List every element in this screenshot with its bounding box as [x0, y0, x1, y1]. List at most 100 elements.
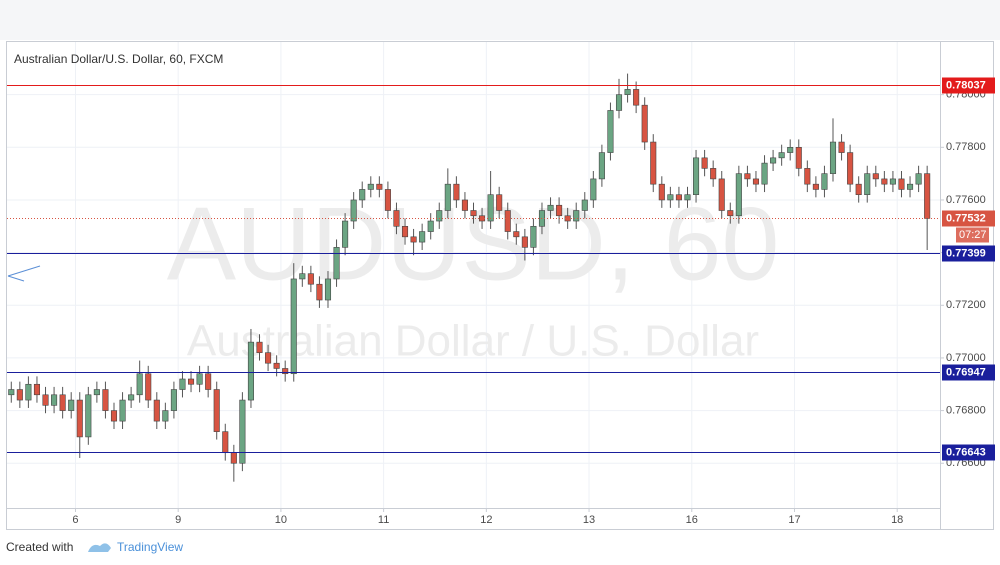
candle-body [615, 94, 623, 111]
level-label: 0.76643 [946, 446, 986, 458]
candle-body [650, 141, 657, 185]
candle-body [273, 362, 280, 369]
level-label: 0.77399 [946, 247, 986, 259]
candle-body [342, 220, 349, 248]
level-label-box [942, 444, 995, 461]
candle-body [102, 389, 109, 411]
candle-body [838, 141, 845, 153]
candle-body [547, 204, 554, 211]
last-price-label: 0.77532 [946, 212, 986, 224]
x-tick-label: 17 [788, 514, 800, 526]
x-tick-label: 13 [583, 514, 595, 526]
candle-body [162, 410, 169, 422]
candle-body [265, 352, 272, 364]
candle-body [675, 194, 682, 201]
y-tick-label: 0.77000 [946, 352, 986, 364]
candle-body [42, 394, 49, 406]
x-tick-label: 9 [175, 514, 181, 526]
candle-body [735, 173, 742, 217]
candle-body [693, 157, 700, 196]
candle-body [110, 410, 118, 422]
candle-body [410, 236, 417, 243]
candle-body [504, 210, 511, 232]
candle-body [33, 383, 40, 396]
candle-body [247, 341, 254, 401]
candle-body [393, 210, 400, 227]
candle-body [778, 152, 785, 159]
watermark-description: Australian Dollar / U.S. Dollar [187, 317, 759, 366]
candle-body [598, 152, 605, 180]
candle-body [710, 168, 717, 180]
candle-body [384, 189, 391, 211]
candle-body [427, 220, 434, 232]
candle-body [521, 236, 528, 248]
candle-body [564, 215, 571, 222]
candle-body [85, 394, 92, 438]
footer-created: Created with [6, 540, 73, 554]
candle-body [299, 273, 306, 280]
last-price-box [942, 210, 995, 227]
candle-body [239, 399, 246, 464]
x-tick-label: 10 [275, 514, 287, 526]
candle-body [752, 178, 760, 185]
candle-body [376, 183, 383, 190]
candle-body [51, 394, 58, 406]
candle-body [16, 389, 23, 401]
candle-body [401, 225, 409, 238]
candle-body [573, 210, 580, 222]
candle-body [667, 194, 674, 201]
candle-body [93, 389, 100, 396]
candle-body [812, 183, 819, 190]
candle-body [68, 399, 75, 411]
x-tick-label: 16 [686, 514, 698, 526]
footer-brand[interactable]: TradingView [117, 540, 183, 554]
x-tick-label: 11 [378, 514, 389, 526]
x-tick-label: 18 [891, 514, 903, 526]
grid [7, 42, 940, 508]
candle-body [744, 173, 751, 180]
candle-body [453, 183, 460, 201]
candle-body [864, 173, 871, 196]
y-tick-label: 0.77600 [946, 194, 986, 206]
level-label-box [942, 245, 995, 262]
candle-body [898, 178, 905, 190]
candle-body [881, 178, 888, 185]
candle-body [821, 173, 828, 190]
candle-body [487, 194, 494, 222]
candle-body [607, 110, 614, 153]
candle-body [461, 199, 468, 211]
candle-body [333, 247, 340, 280]
candle-body [367, 183, 374, 190]
candle-body [770, 157, 777, 164]
candle-body [153, 399, 160, 422]
candle-body [701, 157, 708, 169]
candle-body [419, 231, 426, 243]
candle-body [8, 389, 15, 396]
candle-body [889, 178, 896, 185]
candle-body [76, 399, 83, 438]
candle-body [205, 373, 212, 390]
candle-body [633, 89, 640, 106]
candle-body [872, 173, 879, 180]
candle-body [556, 204, 563, 217]
candle-body [145, 373, 152, 401]
candle-body [170, 389, 177, 411]
y-tick-label: 0.76800 [946, 404, 986, 416]
candle-body [496, 194, 503, 211]
candle-body [136, 373, 143, 396]
candle-body [761, 162, 768, 185]
chart-frame [6, 41, 994, 530]
candle-body [641, 104, 648, 143]
level-label: 0.78037 [946, 79, 986, 91]
candle-body [359, 189, 366, 201]
candle-body [436, 210, 443, 222]
candle-body [282, 368, 289, 375]
level-label-box [942, 364, 995, 381]
level-label-box [942, 77, 995, 94]
candle-body [479, 215, 486, 222]
candle-body [324, 278, 332, 301]
x-tick-label: 12 [480, 514, 492, 526]
countdown-label: 07:27 [959, 229, 987, 241]
